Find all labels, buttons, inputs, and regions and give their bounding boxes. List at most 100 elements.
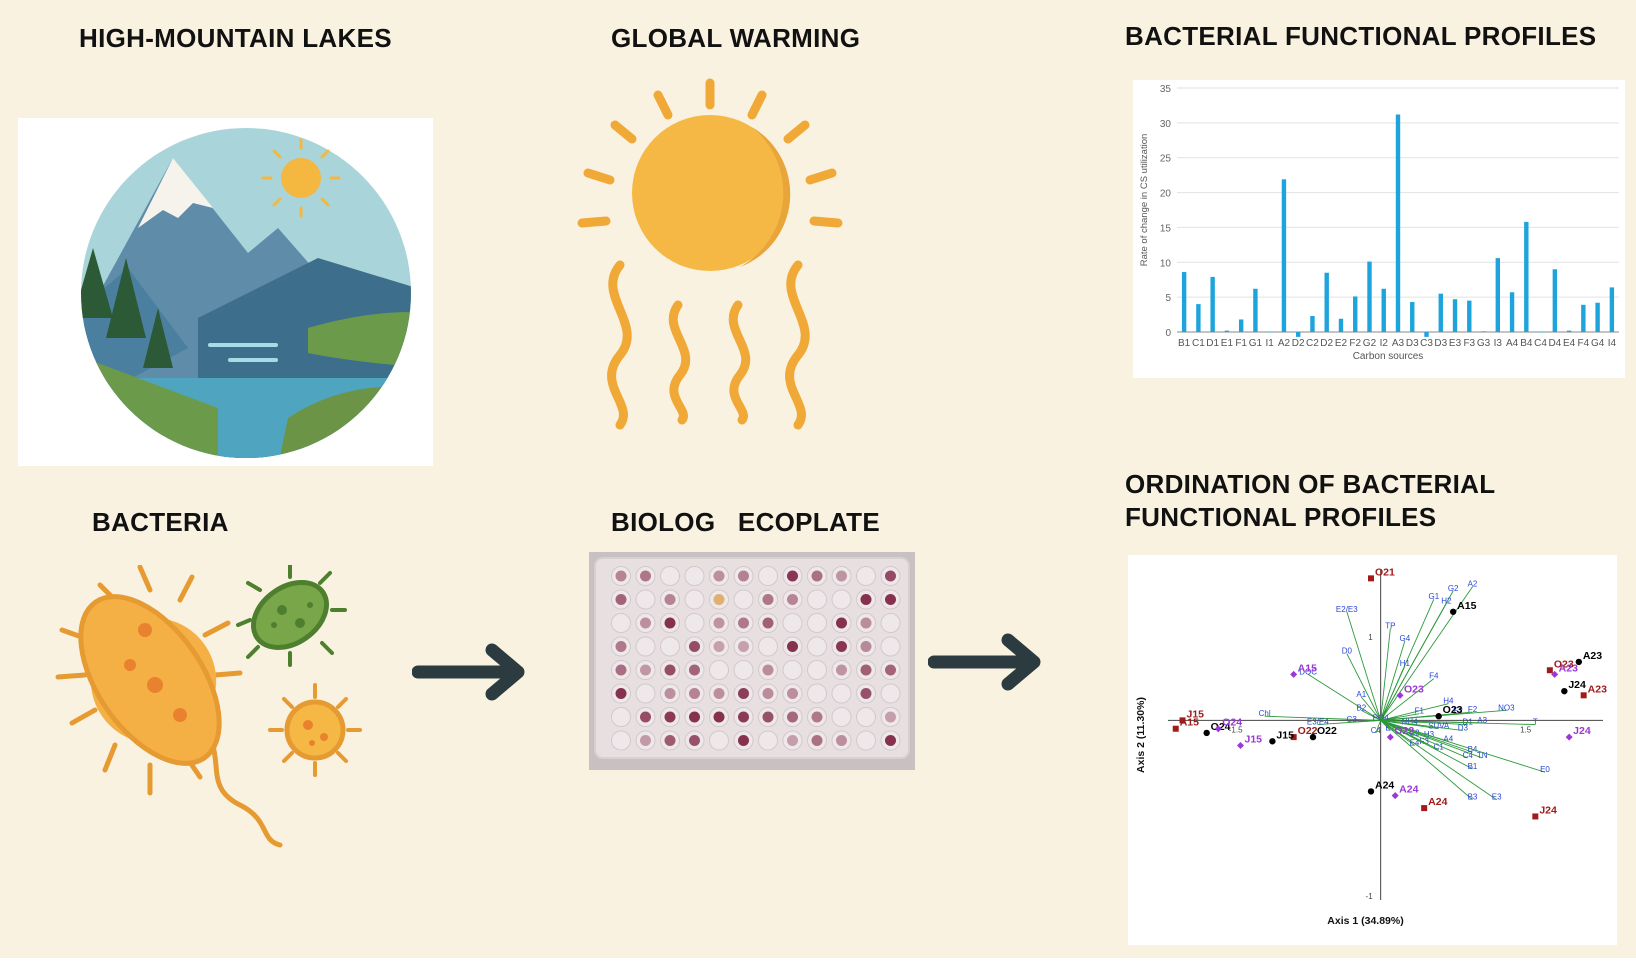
bar xyxy=(1538,332,1543,333)
well-color xyxy=(787,570,798,582)
mountain-lake-icon xyxy=(18,118,433,466)
sun-heat-icon xyxy=(560,75,860,445)
vector-line xyxy=(1346,653,1382,721)
vector-label: B3 xyxy=(1468,793,1478,802)
x-tick-label: A2 xyxy=(1278,338,1291,349)
vector-line xyxy=(1380,678,1435,721)
well-color xyxy=(762,664,774,676)
vector-label: A3 xyxy=(1477,716,1487,725)
x-axis-label: Carbon sources xyxy=(1353,351,1424,362)
right-arrow-icon xyxy=(412,642,532,702)
vector-label: TN xyxy=(1477,751,1488,760)
site-label: A24 xyxy=(1428,796,1447,808)
well xyxy=(684,566,705,586)
x-tick-label: E2 xyxy=(1335,338,1348,349)
bar xyxy=(1310,315,1315,332)
well xyxy=(831,566,852,586)
vector-label: TP xyxy=(1385,621,1395,630)
vector-line xyxy=(1380,719,1483,759)
well-color xyxy=(664,711,676,723)
bar xyxy=(1253,288,1258,332)
well-color xyxy=(787,594,798,605)
well-color xyxy=(836,570,847,582)
well xyxy=(635,683,656,704)
site-label: J24 xyxy=(1539,804,1557,816)
well xyxy=(709,613,729,633)
site-label: A24 xyxy=(1375,779,1394,791)
well-color xyxy=(860,664,872,676)
site-label: A23 xyxy=(1559,662,1578,674)
y-tick-label: 15 xyxy=(1160,223,1172,234)
x-tick-label: C1 xyxy=(1192,338,1205,349)
well-color xyxy=(615,641,627,652)
well xyxy=(611,566,631,586)
site-label: J15 xyxy=(1245,733,1263,745)
well-color xyxy=(640,711,651,723)
well-color xyxy=(689,735,700,746)
y-tick-label: 35 xyxy=(1160,84,1172,95)
vector-label: A1 xyxy=(1356,690,1366,699)
well-color xyxy=(640,664,651,676)
bar xyxy=(1552,269,1558,332)
well-color xyxy=(664,688,676,699)
well-color xyxy=(885,735,896,746)
vector-label: DOC xyxy=(1299,667,1317,676)
vector-line xyxy=(1380,720,1473,801)
site-label: O23 xyxy=(1554,658,1574,670)
site-point xyxy=(1546,667,1553,674)
x-tick-label: D3 xyxy=(1406,338,1419,349)
vector-label: E0 xyxy=(1540,765,1550,774)
bar xyxy=(1509,292,1515,332)
well-color xyxy=(713,641,725,652)
vector-label: PO4 xyxy=(1373,713,1390,722)
bar xyxy=(1381,288,1386,332)
axis-tick-label: -1 xyxy=(1366,892,1374,901)
x-tick-label: F4 xyxy=(1578,338,1590,349)
vector-label: E4 xyxy=(1410,738,1420,747)
x-tick-label: C3 xyxy=(1420,338,1433,349)
bar xyxy=(1238,319,1244,332)
well-color xyxy=(836,617,847,629)
vector-label: A2 xyxy=(1468,580,1478,589)
site-point xyxy=(1290,670,1298,678)
well-color xyxy=(811,570,823,582)
site-label: A15 xyxy=(1298,662,1317,674)
site-point xyxy=(1565,733,1573,741)
y-tick-label: 5 xyxy=(1165,293,1171,304)
site-label: A24 xyxy=(1399,784,1418,796)
well-color xyxy=(860,641,872,652)
vector-label: SUVA xyxy=(1428,722,1450,731)
well-color xyxy=(860,617,872,629)
well-color xyxy=(885,594,896,605)
vector-label: F2 xyxy=(1468,705,1478,714)
site-label: A23 xyxy=(1588,683,1607,695)
site-label: O23 xyxy=(1404,683,1424,695)
well-color xyxy=(640,570,651,582)
y-axis-label: Axis 2 (11.30%) xyxy=(1135,697,1147,773)
vector-line xyxy=(1360,696,1382,721)
x-tick-label: D4 xyxy=(1548,338,1561,349)
well xyxy=(684,613,705,633)
well xyxy=(758,566,778,586)
well xyxy=(709,683,729,704)
well xyxy=(709,660,729,680)
well xyxy=(856,613,876,633)
vector-line xyxy=(1361,709,1381,721)
site-point xyxy=(1290,734,1297,741)
vector-label: F1 xyxy=(1415,707,1425,716)
bar xyxy=(1438,293,1443,332)
vector-line xyxy=(1346,611,1382,721)
vector-label: F3 xyxy=(1419,737,1429,746)
well-color xyxy=(689,711,700,723)
heading-biolog-ecoplate: BIOLOG ECOPLATE xyxy=(611,507,880,537)
well xyxy=(660,683,680,704)
well-color xyxy=(885,570,896,582)
site-point xyxy=(1214,725,1222,733)
vector-line xyxy=(1317,719,1381,726)
site-point xyxy=(1367,788,1375,795)
x-tick-label: G2 xyxy=(1363,338,1377,349)
well xyxy=(635,613,656,633)
vector-label: C4 xyxy=(1463,751,1474,760)
x-tick-label: E3 xyxy=(1449,338,1462,349)
well xyxy=(733,636,754,657)
